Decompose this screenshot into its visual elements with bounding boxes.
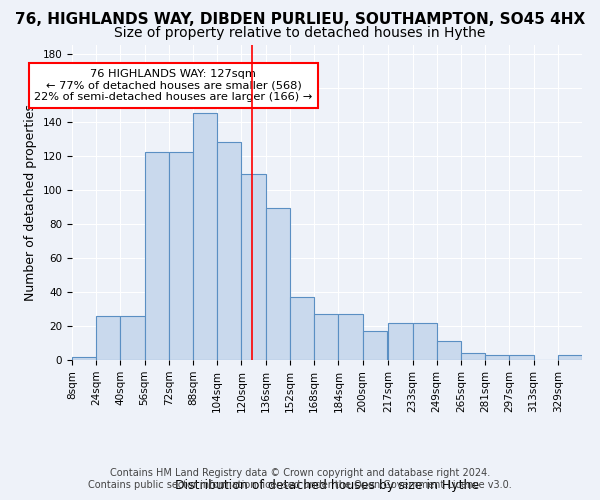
Bar [413, 322, 437, 360]
Bar [121, 316, 145, 360]
Text: 76 HIGHLANDS WAY: 127sqm
← 77% of detached houses are smaller (568)
22% of semi-: 76 HIGHLANDS WAY: 127sqm ← 77% of detach… [34, 69, 313, 102]
Text: Contains HM Land Registry data © Crown copyright and database right 2024.
Contai: Contains HM Land Registry data © Crown c… [88, 468, 512, 490]
Bar [290, 297, 314, 360]
Bar [388, 322, 413, 360]
Bar [485, 355, 509, 360]
Y-axis label: Number of detached properties: Number of detached properties [24, 104, 37, 301]
Bar [509, 355, 533, 360]
Bar [461, 353, 485, 360]
Bar [72, 356, 96, 360]
Bar [558, 355, 582, 360]
Text: Size of property relative to detached houses in Hythe: Size of property relative to detached ho… [115, 26, 485, 40]
Bar [338, 314, 362, 360]
Bar [437, 342, 461, 360]
Bar [96, 316, 121, 360]
Bar [362, 331, 387, 360]
Bar [145, 152, 169, 360]
Bar [169, 152, 193, 360]
Bar [241, 174, 266, 360]
Bar [193, 113, 217, 360]
Bar [314, 314, 338, 360]
Text: 76, HIGHLANDS WAY, DIBDEN PURLIEU, SOUTHAMPTON, SO45 4HX: 76, HIGHLANDS WAY, DIBDEN PURLIEU, SOUTH… [15, 12, 585, 28]
Bar [217, 142, 241, 360]
Bar [266, 208, 290, 360]
X-axis label: Distribution of detached houses by size in Hythe: Distribution of detached houses by size … [175, 478, 479, 492]
